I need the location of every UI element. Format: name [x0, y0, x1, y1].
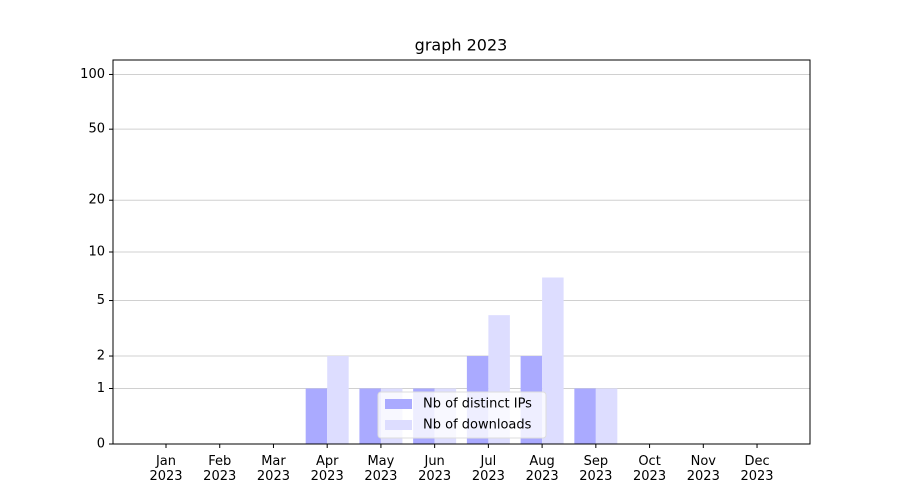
- x-tick-label: Dec 2023: [740, 454, 774, 484]
- plot-frame: [112, 59, 811, 445]
- y-tick-label: 20: [88, 193, 105, 208]
- x-tick-label: Sep 2023: [579, 454, 613, 484]
- legend-label: Nb of downloads: [423, 418, 532, 433]
- y-tick-label: 5: [97, 293, 105, 308]
- y-tick-label: 0: [97, 437, 105, 452]
- bar: [305, 388, 328, 444]
- x-tick-label: Apr 2023: [310, 454, 344, 484]
- bar: [542, 277, 564, 444]
- y-tick-label: 100: [80, 67, 105, 82]
- bar: [359, 388, 381, 444]
- legend-label: Nb of distinct IPs: [423, 397, 532, 412]
- y-tick-label: 1: [97, 381, 105, 396]
- x-tick-label: Jul 2023: [471, 454, 505, 484]
- legend-box: [377, 391, 547, 439]
- legend-swatch: [385, 420, 412, 430]
- x-tick-label: Nov 2023: [686, 454, 720, 484]
- x-tick-label: Mar 2023: [256, 454, 290, 484]
- chart-title: graph 2023: [415, 36, 508, 55]
- x-tick-label: Jan 2023: [149, 454, 183, 484]
- x-tick-label: Feb 2023: [203, 454, 237, 484]
- bar: [574, 388, 596, 444]
- y-tick-label: 50: [88, 122, 105, 137]
- x-tick-label: May 2023: [364, 454, 398, 484]
- y-tick-label: 10: [88, 245, 105, 260]
- x-tick-label: Aug 2023: [525, 454, 559, 484]
- x-tick-label: Oct 2023: [633, 454, 667, 484]
- legend-swatch: [385, 399, 412, 409]
- bar: [595, 388, 618, 444]
- x-tick-label: Jun 2023: [418, 454, 452, 484]
- y-tick-label: 2: [97, 349, 105, 364]
- bar: [327, 356, 349, 444]
